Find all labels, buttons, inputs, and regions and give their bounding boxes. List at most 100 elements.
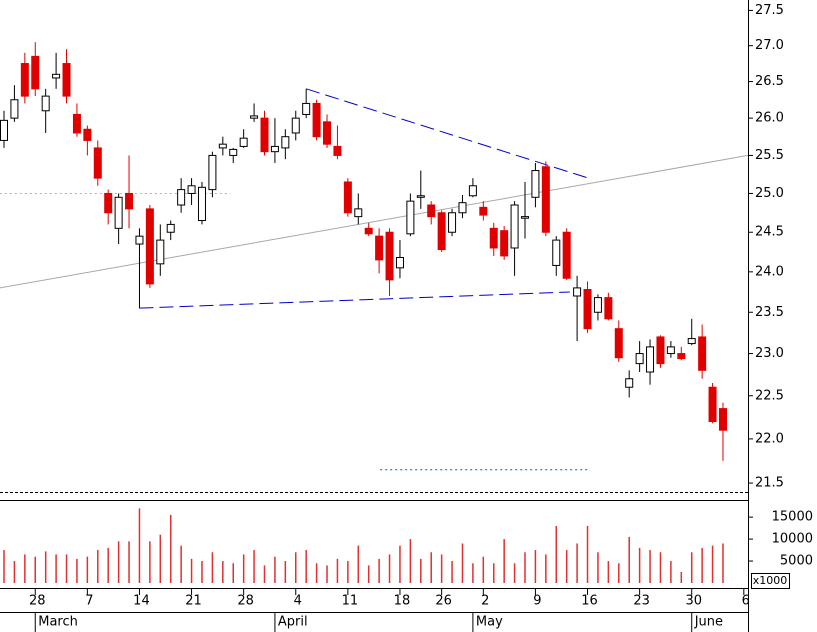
candle-body: [291, 117, 300, 134]
candle-body: [468, 185, 477, 197]
candle-body: [593, 297, 602, 313]
y-tick-label: 22.0: [755, 431, 784, 446]
month-label: June: [694, 615, 723, 630]
x-tick-label: 21: [185, 594, 202, 609]
candle-body: [52, 73, 61, 79]
y-tick-label: 23.0: [755, 346, 784, 361]
candle-body: [187, 185, 196, 194]
candle-body: [604, 297, 613, 320]
candle-body: [93, 147, 102, 179]
x-tick-label: 14: [133, 594, 150, 609]
x-tick-label: 28: [29, 594, 46, 609]
candle-body: [510, 204, 519, 249]
candle-body: [531, 170, 540, 198]
volume-tick-label: 10000: [772, 532, 813, 547]
candle-body: [573, 287, 582, 297]
candle-body: [197, 186, 206, 222]
month-label: March: [38, 615, 78, 630]
candle-body: [458, 202, 467, 214]
candle-body: [156, 239, 165, 265]
candle-body: [718, 408, 727, 431]
candle-body: [312, 102, 321, 138]
candle-body: [177, 189, 186, 206]
candle-body: [343, 181, 352, 214]
candle-body: [354, 208, 363, 218]
y-tick-label: 27.5: [755, 3, 784, 18]
x-tick-label: 6: [742, 594, 750, 609]
candle-body: [541, 166, 550, 233]
y-tick-label: 26.0: [755, 111, 784, 126]
candle-body: [323, 121, 332, 145]
candle-body: [500, 230, 509, 257]
candle-body: [448, 212, 457, 233]
candle-body: [687, 338, 696, 345]
candle-body: [114, 196, 123, 229]
candle-body: [375, 235, 384, 261]
x-tick-label: 23: [633, 594, 650, 609]
candle-body: [677, 353, 686, 360]
x-tick-label: 9: [533, 594, 541, 609]
y-tick-label: 27.0: [755, 38, 784, 53]
candle-body: [229, 148, 238, 156]
candle-body: [10, 99, 19, 119]
candle-body: [31, 55, 40, 90]
volume-unit-box: [751, 573, 790, 589]
candle-body: [260, 117, 269, 153]
candle-body: [427, 204, 436, 218]
candle-body: [41, 95, 50, 112]
x-tick-label: 2: [481, 594, 489, 609]
candle-body: [521, 216, 529, 219]
y-tick-label: 21.5: [755, 476, 784, 491]
candle-body: [385, 231, 394, 281]
candle-body: [489, 227, 498, 249]
candle-body: [614, 328, 623, 359]
candle-body: [437, 212, 446, 251]
candle-body: [666, 346, 675, 355]
trend-line: [0, 154, 749, 289]
candle-body: [479, 206, 488, 216]
candle-body: [646, 346, 655, 373]
candle-body: [708, 386, 717, 423]
candle-body: [562, 231, 571, 279]
y-tick-label: 26.5: [755, 74, 784, 89]
y-tick-label: 23.5: [755, 305, 784, 320]
candle-body: [302, 102, 311, 115]
x-tick-label: 18: [394, 594, 411, 609]
volume-tick-label: 15000: [772, 510, 813, 525]
month-label: April: [278, 615, 308, 630]
candle-body: [125, 192, 134, 210]
trend-line: [306, 88, 589, 179]
y-tick-label: 25.0: [755, 186, 784, 201]
x-tick-label: 16: [581, 594, 598, 609]
x-tick-label: 7: [85, 594, 93, 609]
candle-body: [72, 113, 81, 134]
candle-body: [239, 137, 248, 147]
candle-body: [218, 143, 227, 149]
candle-body: [625, 378, 634, 388]
candle-body: [250, 115, 259, 119]
candle-body: [135, 235, 144, 245]
x-tick-label: 28: [237, 594, 254, 609]
x-tick-label: 4: [294, 594, 302, 609]
candle-body: [83, 128, 92, 141]
candle-body: [364, 227, 373, 235]
candle-body: [406, 200, 415, 235]
trend-line: [139, 291, 570, 309]
candle-body: [166, 223, 175, 233]
candle-body: [208, 154, 217, 191]
candle-body: [635, 353, 644, 365]
candle-body: [333, 145, 342, 156]
candle-body: [145, 208, 154, 285]
y-tick-label: 24.0: [755, 264, 784, 279]
volume-tick-label: 5000: [780, 554, 813, 569]
month-label: May: [476, 615, 503, 630]
x-tick-label: 26: [435, 594, 452, 609]
candle-body: [583, 289, 592, 330]
candle-body: [281, 136, 290, 149]
volume-unit: x1000: [753, 574, 788, 587]
candle-body: [104, 192, 113, 214]
candle-body: [698, 336, 707, 371]
candle-body: [656, 336, 665, 365]
